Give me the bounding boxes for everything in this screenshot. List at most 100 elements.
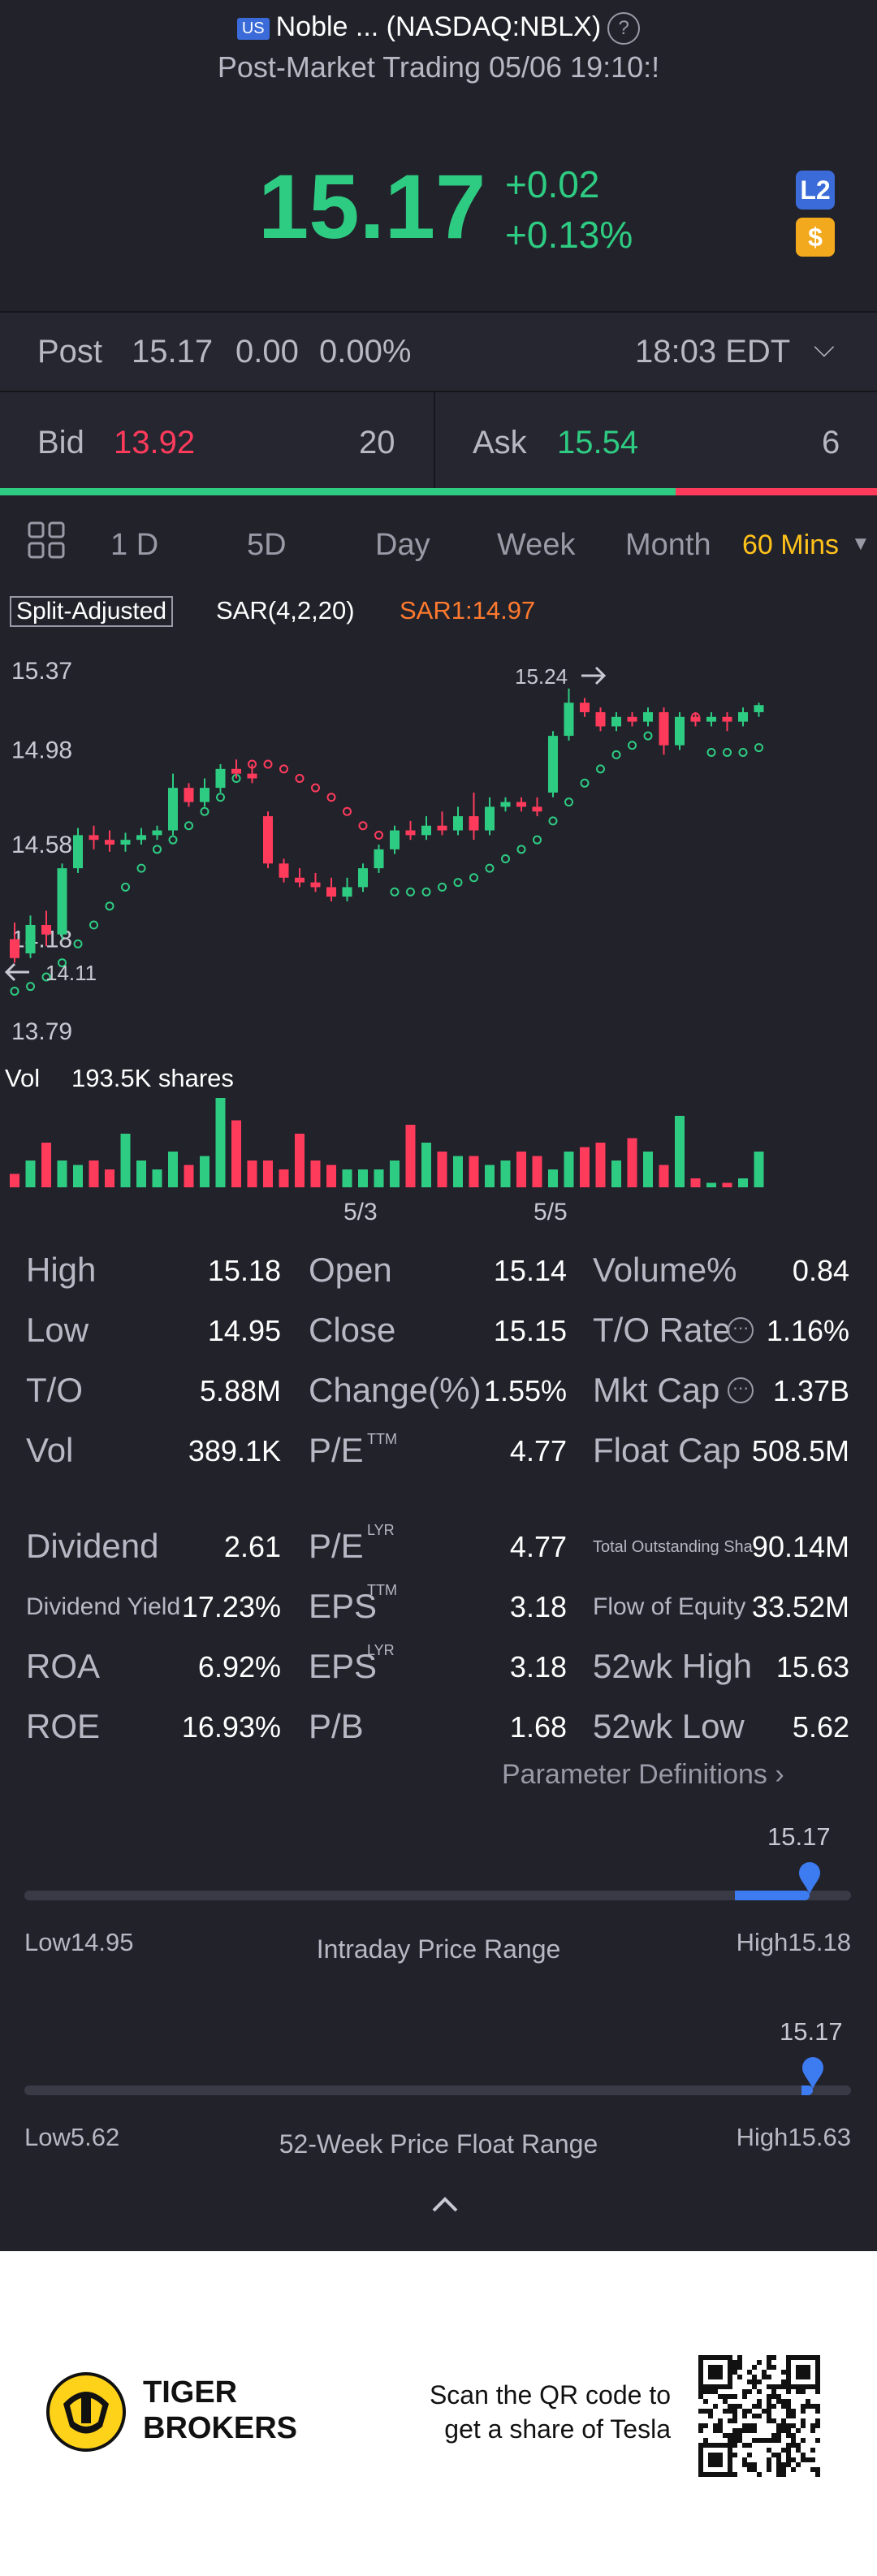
tab-week[interactable]: Week xyxy=(497,528,576,562)
stat-value: 508.5M xyxy=(751,1434,849,1467)
candle xyxy=(105,830,114,852)
trading-status: Post-Market Trading 05/06 19:10:! xyxy=(217,50,660,84)
sar-dot xyxy=(279,764,288,774)
brand-line2: BROKERS xyxy=(143,2411,298,2445)
superscript-label: LYR xyxy=(367,1642,395,1658)
candle xyxy=(200,778,210,807)
volume-bar xyxy=(690,1178,701,1187)
candle xyxy=(152,825,162,841)
ask-label: Ask xyxy=(473,425,527,460)
indicator-label: SAR(4,2,20) xyxy=(216,596,355,625)
sar-dot xyxy=(516,845,526,854)
candle xyxy=(405,820,416,841)
intraday-low: Low14.95 xyxy=(24,1928,134,1956)
arrow-left-icon xyxy=(4,962,29,982)
stat-label: Float Cap xyxy=(593,1431,741,1469)
volume-bar xyxy=(580,1147,590,1187)
volume-bar xyxy=(595,1143,606,1187)
sar-dot xyxy=(295,773,305,783)
stat-value: 15.63 xyxy=(775,1650,849,1683)
intraday-track xyxy=(24,1891,851,1900)
sar-dot xyxy=(311,783,320,793)
last-price: 15.17 xyxy=(258,156,486,257)
sar-dot xyxy=(611,750,621,759)
tab-60mins[interactable]: 60 Mins xyxy=(742,529,840,560)
sar-dot xyxy=(58,958,67,968)
week52-high: High15.63 xyxy=(736,2123,851,2151)
post-pct: 0.00% xyxy=(319,334,412,370)
volume-bar xyxy=(516,1152,526,1187)
volume-bar xyxy=(342,1169,352,1187)
sar-dot xyxy=(754,743,763,753)
help-icon[interactable]: ? xyxy=(607,12,641,45)
stat-label: Vol xyxy=(26,1431,74,1469)
arrow-right-icon xyxy=(581,666,607,685)
post-market-row[interactable]: Post 15.17 0.00 0.00% 18:03 EDT ⌵ xyxy=(0,313,877,391)
candle xyxy=(675,711,685,750)
level2-icon[interactable]: L2 xyxy=(796,171,835,210)
sar-dot xyxy=(628,741,637,750)
stat-label: P/E xyxy=(309,1431,364,1469)
caret-down-icon[interactable]: ▼ xyxy=(851,533,871,555)
info-icon[interactable]: ⋯ xyxy=(728,1317,754,1343)
volume-bar xyxy=(57,1160,67,1187)
stat-value: 90.14M xyxy=(751,1530,849,1563)
stat-label: Change(%) xyxy=(309,1371,482,1409)
sar-dot xyxy=(374,830,383,840)
stat-value: 389.1K xyxy=(188,1434,281,1467)
candle xyxy=(500,797,511,812)
tab-1d[interactable]: 1 D xyxy=(110,528,159,562)
volume-bar xyxy=(611,1160,621,1187)
price-change: +0.02 xyxy=(505,163,600,205)
stat-label: P/E xyxy=(309,1527,364,1565)
candle xyxy=(10,923,19,963)
sar-dot xyxy=(200,806,210,816)
volume-bar xyxy=(105,1169,114,1187)
qr-code[interactable] xyxy=(698,2355,820,2477)
location-pin-icon xyxy=(801,2056,825,2089)
volume-bar xyxy=(231,1120,241,1187)
dollar-icon[interactable]: $ xyxy=(796,218,835,257)
volume-bar xyxy=(500,1160,511,1187)
split-adjusted-toggle[interactable]: Split-Adjusted xyxy=(10,596,174,627)
sar-dot xyxy=(26,982,35,992)
intraday-range: 15.17 Low14.95 Intraday Price Range High… xyxy=(0,1822,877,1964)
candle xyxy=(754,702,764,717)
brand-line1: TIGER xyxy=(143,2375,238,2410)
volume-bar xyxy=(738,1178,748,1187)
sar-dot xyxy=(596,764,605,774)
candle xyxy=(73,828,83,873)
info-icon[interactable]: ⋯ xyxy=(728,1377,754,1403)
sar-dot xyxy=(548,816,558,826)
volume-bar xyxy=(706,1182,716,1187)
high-marker: 15.24 xyxy=(515,664,568,689)
vol-label: Vol xyxy=(5,1064,40,1092)
intraday-current: 15.17 xyxy=(767,1822,831,1851)
tab-5d[interactable]: 5D xyxy=(247,528,287,562)
sar-dot xyxy=(73,939,83,949)
volume-bar xyxy=(168,1152,178,1187)
y-tick-label: 14.58 xyxy=(11,832,72,858)
sar-dot xyxy=(738,747,748,757)
stat-value: 4.77 xyxy=(509,1434,567,1467)
chevron-up-icon[interactable] xyxy=(429,2193,461,2219)
parameter-definitions-link[interactable]: Parameter Definitions › xyxy=(502,1759,784,1791)
stat-value: 4.77 xyxy=(509,1530,567,1563)
tab-month[interactable]: Month xyxy=(625,528,711,562)
stat-value: 1.68 xyxy=(509,1710,567,1744)
tab-day[interactable]: Day xyxy=(375,528,430,562)
stat-value: 1.16% xyxy=(766,1314,849,1347)
post-label: Post xyxy=(37,334,103,370)
stat-value: 16.93% xyxy=(181,1710,281,1744)
candle xyxy=(247,764,257,784)
chevron-down-icon[interactable]: ⌵ xyxy=(814,332,835,363)
sar-dot xyxy=(153,845,162,854)
volume-bar xyxy=(295,1134,305,1187)
grid-icon[interactable] xyxy=(28,521,65,563)
brand-name: TIGER BROKERS xyxy=(143,2375,297,2446)
intraday-title: Intraday Price Range xyxy=(316,1934,561,1964)
market-flag: US xyxy=(236,17,270,40)
candle xyxy=(57,863,67,940)
stat-label: EPS xyxy=(309,1587,378,1625)
